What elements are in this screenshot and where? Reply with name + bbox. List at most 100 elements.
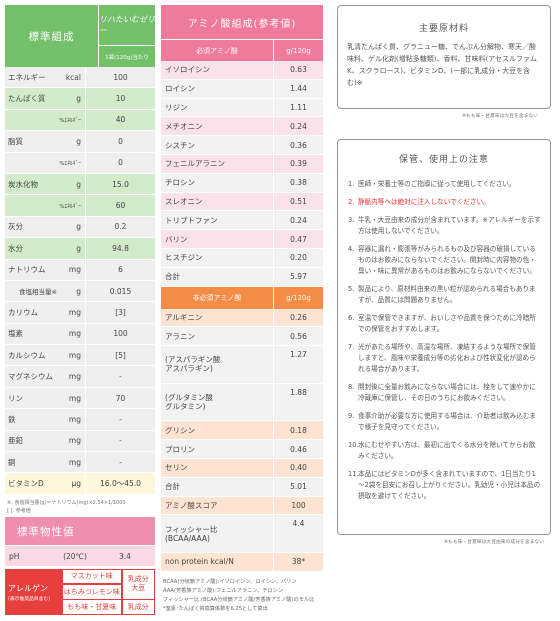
amino-name-line: (グルタミン酸 bbox=[165, 393, 213, 403]
precaution-item: 3. 牛乳・大豆由来の成分が含まれています。※アレルギーを示す方は使用しないでくだ… bbox=[348, 215, 542, 237]
amino-row: スレオニン 0.51 bbox=[161, 192, 323, 212]
nutrient-unit: μg bbox=[71, 479, 81, 489]
nutrient-unit: mg bbox=[68, 329, 81, 339]
nutrient-value: 0 bbox=[85, 152, 155, 173]
amino-value: 1.27 bbox=[273, 346, 323, 383]
nutrient-name: リン bbox=[8, 393, 23, 403]
composition-row: %ｴﾈﾙｷﾞｰ 40 bbox=[5, 109, 155, 132]
amino-row: イソロイシン 0.63 bbox=[161, 61, 323, 80]
precaution-item: 7. 光があたる場所や、高温な場所、凍結するような場所で保管しますと、風味や栄養成… bbox=[348, 342, 542, 376]
precaution-number: 11. bbox=[348, 470, 359, 478]
amino-name: バリン bbox=[165, 234, 188, 244]
nutrient-name: 食塩相当量※ bbox=[19, 288, 57, 297]
amino-value: 0.24 bbox=[273, 211, 323, 230]
essential-header: 必須アミノ酸 g/120g bbox=[161, 39, 323, 61]
amino-name-line: グルタミン) bbox=[165, 402, 206, 412]
amino-row: 合計 5.01 bbox=[161, 477, 323, 497]
nonessential-rows: アルギニン 0.26 アラニン 0.56 (アスパラギン酸 アスパラギン) 1.27 (グルタ… bbox=[161, 308, 323, 572]
nutrient-unit: g bbox=[76, 94, 81, 104]
amino-name: シスチン bbox=[165, 140, 195, 150]
amino-value: 1.11 bbox=[273, 98, 323, 117]
precaution-item: 1. 医師・栄養士等のご指導に従って使用してください。 bbox=[348, 179, 542, 190]
precaution-number: 6. bbox=[348, 313, 355, 322]
precaution-item: 10. 水にむせやすい方は、最初に出てくる水分を除いてからお飲みください。 bbox=[348, 440, 542, 462]
amino-value: 4.4 bbox=[273, 515, 323, 552]
ph-row: pH (20℃) 3.4 bbox=[5, 546, 155, 566]
nutrient-unit: g bbox=[76, 286, 81, 296]
precaution-item: 5. 製品により、原材料由来の黒い粒が認められる場合もありますが、品質には問題あり… bbox=[348, 284, 542, 306]
serving-size: 1袋(120g)当たり bbox=[99, 45, 155, 67]
amino-row: アルギニン 0.26 bbox=[161, 308, 323, 328]
amino-acid-table: アミノ酸組成(参考値) 必須アミノ酸 g/120g イソロイシン 0.63 ロイシン… bbox=[161, 5, 323, 614]
amino-name: グリシン bbox=[165, 425, 195, 435]
nutrient-unit: mg bbox=[68, 393, 81, 403]
nutrient-name: 炭水化物 bbox=[8, 179, 38, 189]
amino-row: non protein kcal/N 38* bbox=[161, 552, 323, 572]
amino-name: イソロイシン bbox=[165, 65, 210, 75]
nutrient-value: 70 bbox=[85, 387, 155, 409]
nutrient-name: 銅 bbox=[8, 457, 16, 467]
nutrient-name: ビタミンD bbox=[8, 479, 44, 489]
amino-row: ヒスチジン 0.20 bbox=[161, 248, 323, 268]
allergen-table: アレルゲン (表示推奨品目含む) マスカット味 乳成分 大豆 はちみつレモン味 もも味・… bbox=[5, 568, 155, 615]
amino-name: 合計 bbox=[165, 272, 180, 282]
nutrient-unit: mg bbox=[68, 457, 81, 467]
storage-precautions-box: 保管、使用上の注意 1. 医師・栄養士等のご指導に従って使用してください。 2. 静脈… bbox=[337, 139, 551, 535]
precaution-text: 静脈内等へは絶対に注入しないでください。 bbox=[358, 197, 490, 206]
nutrient-name: カルシウム bbox=[8, 350, 46, 360]
composition-row: %ｴﾈﾙｷﾞｰ 60 bbox=[5, 195, 155, 217]
amino-value: 0.46 bbox=[273, 440, 323, 458]
precaution-item: 4. 容器に漏れ・膨張等がみられるもの及び容器の破損しているものはお飲みにならない… bbox=[348, 244, 542, 278]
nutrient-value: 16.0～45.0 bbox=[85, 473, 155, 494]
nutrient-value: 0.2 bbox=[85, 216, 155, 238]
essential-unit: g/120g bbox=[273, 40, 323, 61]
amino-row: トリプトファン 0.24 bbox=[161, 211, 323, 231]
nutrient-unit: kcal bbox=[65, 72, 81, 82]
amino-name: (アスパラギン酸 アスパラギン) bbox=[161, 346, 273, 383]
nonessential-unit: g/120g bbox=[273, 286, 323, 309]
nutrient-unit: mg bbox=[68, 436, 81, 446]
composition-row: 脂質 g 0 bbox=[5, 131, 155, 153]
precaution-text: 本品にはビタミンDが多く含まれていますので、1日当たり1～2袋を目安にお召し上が… bbox=[358, 470, 541, 501]
nutrient-value: 0 bbox=[85, 131, 155, 152]
nutrient-name: たんぱく質 bbox=[8, 94, 46, 104]
allergen-label: アレルゲン bbox=[8, 583, 48, 593]
composition-row: 灰分 g 0.2 bbox=[5, 216, 155, 239]
amino-row: バリン 0.47 bbox=[161, 230, 323, 249]
amino-name: アミノ酸スコア bbox=[165, 500, 218, 510]
amino-value: 38* bbox=[273, 552, 323, 571]
composition-row: 鉄 mg - bbox=[5, 409, 155, 431]
nutrient-unit: g bbox=[76, 243, 81, 253]
nutrient-unit: %ｴﾈﾙｷﾞｰ bbox=[59, 117, 81, 124]
amino-value: 5.01 bbox=[273, 477, 323, 496]
nutrient-unit: mg bbox=[68, 414, 81, 424]
nutrient-value: 10 bbox=[85, 88, 155, 109]
precautions-note: ※もも味・甘夏味は大豆由来の成分を含まない bbox=[444, 540, 544, 545]
allergen-label-cell: アレルゲン (表示推奨品目含む) bbox=[5, 569, 62, 615]
amino-row: 合計 5.97 bbox=[161, 267, 323, 287]
precaution-number: 1. bbox=[348, 180, 355, 188]
precaution-list: 1. 医師・栄養士等のご指導に従って使用してください。 2. 静脈内等へは絶対に注入し… bbox=[338, 165, 550, 503]
amino-name: リジン bbox=[165, 102, 188, 112]
composition-row: カルシウム mg [5] bbox=[5, 345, 155, 367]
physical-properties-title: 標準物性値 bbox=[5, 517, 155, 545]
ingredients-text: 乳清たんぱく質、グラニュー糖、でんぷん分解物、寒天／酸味料、ゲル化剤(増粘多糖類… bbox=[347, 43, 538, 87]
nutrient-value: 40 bbox=[85, 109, 155, 131]
nutrient-unit: g bbox=[76, 136, 81, 146]
nutrient-unit: %ｴﾈﾙｷﾞｰ bbox=[59, 160, 81, 167]
amino-row: プロリン 0.46 bbox=[161, 440, 323, 459]
nutrient-unit: g bbox=[76, 179, 81, 189]
amino-note-line: *窒素･たんぱく質換算係数を6.25として算出 bbox=[163, 605, 268, 612]
reference-value-note: [ ]: 参考値 bbox=[7, 507, 31, 514]
nutrient-name: マグネシウム bbox=[8, 372, 53, 382]
allergen-cell: はちみつレモン味 bbox=[61, 583, 122, 600]
ingredients-note: ※もも味・甘夏味は大豆を含まない bbox=[462, 114, 538, 119]
nutrient-value: 0.015 bbox=[85, 280, 155, 302]
salt-formula-note: ※: 食塩相当量(g)＝ナトリウム(mg)×2.54×1/1000 bbox=[7, 499, 126, 506]
precaution-text: 医師・栄養士等のご指導に従って使用してください。 bbox=[358, 180, 516, 188]
physical-properties-table: 標準物性値 pH (20℃) 3.4 bbox=[5, 517, 155, 566]
precaution-text: 牛乳・大豆由来の成分が含まれています。※アレルギーを示す方は使用しないでください… bbox=[358, 215, 541, 235]
precaution-text: 容器に漏れ・膨張等がみられるもの及び容器の破損しているものはお飲みにならないでく… bbox=[358, 244, 536, 275]
nutrient-value: 100 bbox=[85, 67, 155, 88]
nutrient-value: 15.0 bbox=[85, 173, 155, 195]
